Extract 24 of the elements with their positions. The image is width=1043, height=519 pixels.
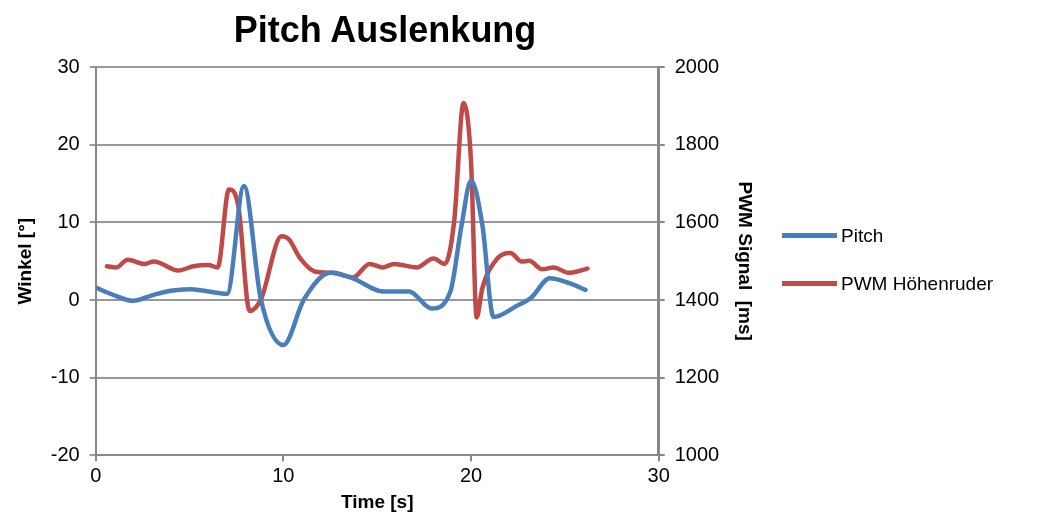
y-tick-label: 20 — [57, 132, 80, 155]
y2-axis-title: PWM Signal [ms] — [735, 181, 757, 341]
chart-title: Pitch Auslenkung — [233, 8, 537, 50]
y-tick-label: -20 — [50, 442, 80, 465]
x-tick-label: 10 — [272, 463, 295, 486]
x-tick-label: 0 — [90, 463, 102, 486]
line-series — [95, 178, 588, 348]
legend-label: Pitch — [841, 224, 884, 247]
y-tick-label: 10 — [57, 209, 80, 232]
x-axis-title: Time [s] — [340, 490, 414, 512]
y2-tick-label: 1200 — [674, 365, 720, 388]
y-tick-label: 30 — [57, 54, 80, 77]
y-tick-label: -10 — [50, 365, 80, 388]
y-axis-title: Winkel [°] — [13, 217, 35, 305]
y2-tick-label: 1400 — [674, 287, 720, 310]
y2-tick-label: 1600 — [674, 209, 720, 232]
y2-tick-label: 2000 — [674, 54, 720, 77]
line-series — [104, 100, 590, 320]
legend-label: PWM Höhenruder — [841, 272, 994, 295]
y2-tick-label: 1800 — [674, 132, 720, 155]
y2-tick-label: 1000 — [674, 442, 720, 465]
y-tick-label: 0 — [68, 287, 80, 310]
x-tick-label: 20 — [459, 463, 483, 486]
x-tick-label: 30 — [647, 463, 670, 486]
